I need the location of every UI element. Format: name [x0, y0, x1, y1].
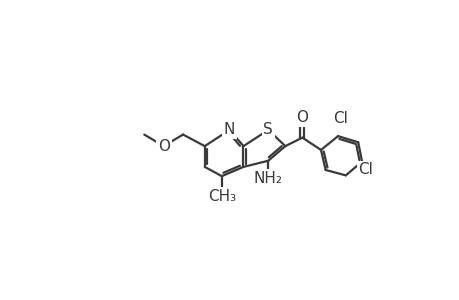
- Text: NH₂: NH₂: [253, 171, 282, 186]
- Text: O: O: [296, 110, 308, 125]
- Text: CH₃: CH₃: [207, 189, 235, 204]
- Text: O: O: [157, 139, 169, 154]
- Text: S: S: [263, 122, 273, 137]
- Text: Cl: Cl: [358, 163, 373, 178]
- Text: Cl: Cl: [332, 111, 347, 126]
- Text: N: N: [224, 122, 235, 137]
